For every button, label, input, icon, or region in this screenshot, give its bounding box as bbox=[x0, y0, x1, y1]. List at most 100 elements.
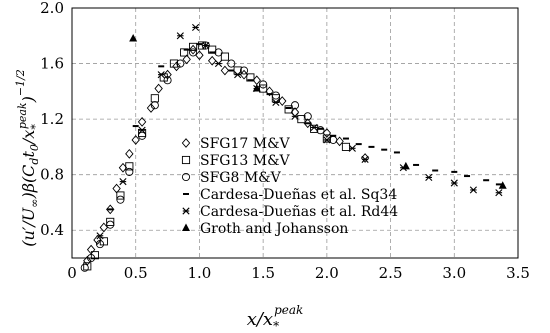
data-point-circle bbox=[116, 195, 125, 204]
data-point-star bbox=[234, 71, 242, 79]
data-point-star bbox=[425, 173, 433, 182]
plot-frame bbox=[71, 7, 519, 259]
data-point-diamond bbox=[188, 44, 198, 55]
data-point-circle bbox=[80, 263, 89, 272]
x-tick-label: 0 bbox=[67, 264, 77, 282]
y-label-t: t bbox=[19, 151, 38, 158]
data-point-diamond bbox=[131, 135, 140, 145]
y-tick-labels: 0.4 0.8 1.2 1.6 2.0 bbox=[40, 0, 64, 239]
series-triangle bbox=[129, 34, 507, 189]
data-point-star bbox=[138, 126, 146, 134]
data-point-diamond bbox=[99, 222, 109, 233]
data-point-diamond bbox=[322, 128, 332, 138]
data-point-diamond bbox=[207, 55, 217, 66]
y-label-d: d bbox=[28, 158, 41, 165]
grid bbox=[72, 8, 518, 258]
data-point-circle bbox=[163, 76, 172, 85]
data-point-circle bbox=[201, 41, 210, 50]
data-point-circle bbox=[303, 112, 312, 121]
y-label-slash: /x bbox=[19, 130, 38, 146]
data-point-square bbox=[116, 191, 125, 200]
data-point-star bbox=[291, 112, 299, 120]
legend-marker-diamond bbox=[181, 138, 191, 148]
data-point-star bbox=[469, 186, 477, 194]
y-label-star: * bbox=[29, 124, 42, 130]
data-point-star bbox=[495, 189, 503, 197]
data-point-star bbox=[348, 144, 356, 152]
x-tick-labels: 0 0.5 1.0 1.5 2.0 2.5 3.0 3.5 bbox=[67, 264, 530, 282]
data-point-circle bbox=[271, 91, 280, 100]
x-axis-label-base: x/x bbox=[247, 309, 273, 330]
data-point-circle bbox=[189, 48, 198, 57]
y-label-peak: peak bbox=[16, 102, 29, 129]
y-label-close: ) bbox=[19, 96, 38, 103]
data-point-circle bbox=[239, 66, 249, 75]
y-tick-label: 1.6 bbox=[40, 55, 64, 73]
data-point-diamond bbox=[360, 153, 370, 163]
data-point-circle bbox=[150, 101, 159, 110]
data-point-square bbox=[169, 59, 178, 68]
x-tick-label: 2.5 bbox=[379, 264, 403, 282]
x-axis-label-sub: * bbox=[273, 319, 279, 333]
legend-label: SFG13 M&V bbox=[200, 153, 291, 169]
data-point-square bbox=[150, 94, 159, 103]
data-point-circle bbox=[95, 240, 105, 249]
data-point-diamond bbox=[154, 83, 163, 94]
y-label-zero: 0 bbox=[28, 144, 41, 151]
x-tick-label: 3.0 bbox=[442, 264, 466, 282]
data-point-star bbox=[119, 178, 127, 186]
x-tick-label: 3.5 bbox=[506, 264, 530, 282]
x-axis-label-sup: peak bbox=[274, 303, 303, 317]
data-point-diamond bbox=[106, 204, 115, 215]
data-point-square bbox=[125, 162, 134, 171]
data-point-square bbox=[106, 217, 115, 226]
legend-label: Cardesa-Dueñas et al. Sq34 bbox=[200, 187, 397, 203]
data-point-star bbox=[310, 123, 318, 132]
data-point-square bbox=[138, 128, 147, 138]
data-point-star bbox=[202, 41, 210, 50]
y-tick-label: 2.0 bbox=[40, 0, 64, 17]
data-point-circle bbox=[138, 131, 147, 140]
data-point-star bbox=[361, 155, 369, 163]
data-point-star bbox=[450, 179, 458, 187]
data-point-diamond bbox=[146, 103, 156, 113]
y-label-exp: −1/2 bbox=[14, 69, 27, 96]
x-tick-label: 0.5 bbox=[124, 264, 148, 282]
data-point-circle bbox=[176, 59, 185, 68]
legend-label: Groth and Johansson bbox=[200, 221, 348, 237]
data-point-star bbox=[323, 136, 331, 144]
y-axis-label: (u′/U∞)β(Cdt0/x*peak)−1/2 bbox=[14, 69, 42, 247]
data-point-star bbox=[157, 71, 165, 79]
data-point-diamond bbox=[195, 50, 204, 61]
data-point-star bbox=[96, 232, 104, 240]
data-point-circle bbox=[290, 101, 300, 110]
data-point-circle bbox=[125, 167, 134, 176]
data-point-triangle bbox=[252, 84, 261, 92]
data-point-square bbox=[284, 105, 293, 114]
legend-marker-square bbox=[181, 155, 191, 165]
y-tick-label: 0.8 bbox=[40, 166, 64, 184]
data-point-triangle bbox=[401, 161, 410, 170]
data-point-diamond bbox=[125, 148, 134, 159]
data-point-square bbox=[322, 134, 331, 143]
data-point-star bbox=[272, 98, 280, 107]
data-point-triangle bbox=[129, 34, 138, 42]
x-tick-label: 2.0 bbox=[315, 264, 339, 282]
y-label-inf: ∞ bbox=[28, 199, 41, 208]
legend-marker-star bbox=[182, 207, 190, 215]
data-point-diamond bbox=[137, 116, 147, 127]
data-point-diamond bbox=[172, 61, 181, 72]
legend-marker-triangle bbox=[182, 223, 190, 231]
data-point-star bbox=[176, 32, 184, 40]
data-point-circle bbox=[259, 80, 268, 89]
data-point-square bbox=[220, 52, 229, 61]
y-tick-label: 0.4 bbox=[40, 221, 64, 239]
x-tick-label: 1.0 bbox=[187, 264, 211, 282]
data-point-diamond bbox=[182, 54, 191, 65]
data-points bbox=[80, 23, 507, 272]
series-dash bbox=[107, 43, 502, 211]
data-point-square bbox=[189, 42, 198, 51]
legend-label: SFG17 M&V bbox=[200, 136, 291, 152]
